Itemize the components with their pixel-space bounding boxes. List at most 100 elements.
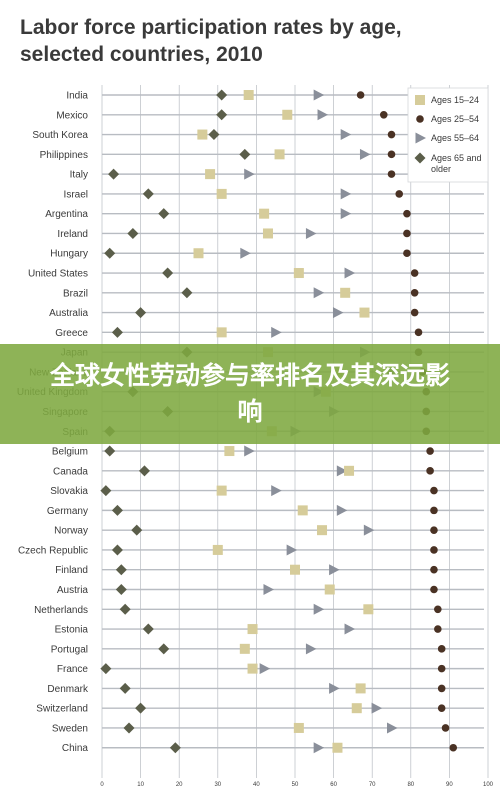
- point-ages-65-and-older-portugal: [158, 643, 170, 655]
- point-ages-55-64-australia: [332, 307, 344, 319]
- point-ages-65-and-older-netherlands: [119, 603, 131, 615]
- legend-label-ages-25-54: Ages 25–54: [431, 114, 479, 124]
- x-tick-label: 0: [100, 782, 104, 788]
- x-tick-label: 50: [292, 782, 299, 788]
- country-label-china: China: [62, 743, 89, 754]
- point-ages-25-54-mexico: [379, 110, 388, 119]
- x-tick-label: 10: [137, 782, 144, 788]
- legend-label-ages-65-and-older: Ages 65 and: [431, 153, 482, 163]
- point-ages-25-54-czech-republic: [430, 546, 438, 554]
- point-ages-15-24-czech-republic: [212, 544, 223, 555]
- point-ages-15-24-slovakia: [216, 485, 227, 496]
- x-tick-label: 40: [253, 782, 260, 788]
- country-label-czech-republic: Czech Republic: [18, 545, 88, 556]
- point-ages-55-64-greece: [271, 326, 282, 338]
- country-label-canada: Canada: [53, 466, 88, 477]
- point-ages-55-64-denmark: [329, 682, 340, 694]
- point-ages-25-54-portugal: [437, 645, 446, 653]
- point-ages-15-24-denmark: [355, 683, 366, 694]
- point-ages-65-and-older-argentina: [158, 208, 170, 220]
- country-label-germany: Germany: [47, 506, 88, 517]
- point-ages-65-and-older-norway: [131, 524, 143, 536]
- point-ages-25-54-philippines: [387, 150, 396, 159]
- point-ages-55-64-hungary: [240, 247, 251, 259]
- point-ages-25-54-israel: [395, 190, 404, 198]
- country-label-austria: Austria: [57, 585, 89, 596]
- country-label-united-states: United States: [28, 269, 88, 280]
- point-ages-25-54-canada: [426, 467, 434, 475]
- point-ages-55-64-israel: [340, 188, 352, 200]
- x-tick-label: 80: [407, 782, 414, 788]
- country-label-argentina: Argentina: [45, 209, 88, 220]
- point-ages-65-and-older-ireland: [127, 227, 139, 239]
- point-ages-55-64-germany: [336, 504, 348, 516]
- point-ages-25-54-south-korea: [387, 130, 396, 139]
- point-ages-25-54-france: [437, 664, 446, 673]
- legend-marker-ages-65-and-older: [414, 152, 426, 164]
- point-ages-15-24-norway: [317, 525, 328, 536]
- point-ages-65-and-older-sweden: [123, 722, 135, 734]
- point-ages-65-and-older-mexico: [216, 109, 228, 121]
- point-ages-55-64-philippines: [359, 148, 371, 160]
- country-label-portugal: Portugal: [51, 644, 88, 655]
- country-label-brazil: Brazil: [63, 288, 88, 299]
- point-ages-25-54-germany: [430, 506, 438, 515]
- country-label-ireland: Ireland: [57, 229, 88, 240]
- point-ages-15-24-greece: [216, 327, 227, 338]
- point-ages-15-24-germany: [297, 505, 308, 516]
- point-ages-65-and-older-finland: [115, 564, 127, 576]
- point-ages-55-64-china: [313, 742, 325, 754]
- point-ages-15-24-brazil: [340, 287, 351, 298]
- point-ages-65-and-older-canada: [138, 465, 150, 477]
- x-tick-label: 30: [214, 782, 221, 788]
- point-ages-25-54-china: [449, 743, 458, 752]
- point-ages-15-24-south-korea: [197, 129, 208, 140]
- point-ages-15-24-ireland: [262, 228, 273, 239]
- point-ages-25-54-austria: [430, 585, 438, 594]
- banner-title: 全球女性劳动参与率排名及其深远影响: [49, 361, 450, 426]
- country-label-philippines: Philippines: [40, 150, 88, 161]
- country-label-finland: Finland: [55, 565, 88, 576]
- point-ages-55-64-czech-republic: [286, 544, 298, 556]
- point-ages-15-24-italy: [205, 169, 216, 180]
- country-label-sweden: Sweden: [52, 723, 88, 734]
- country-label-hungary: Hungary: [50, 249, 88, 260]
- point-ages-55-64-italy: [244, 168, 255, 180]
- point-ages-65-and-older-switzerland: [135, 702, 147, 714]
- point-ages-55-64-ireland: [305, 227, 317, 239]
- point-ages-15-24-china: [332, 742, 343, 753]
- country-label-switzerland: Switzerland: [36, 704, 88, 715]
- point-ages-55-64-brazil: [313, 287, 325, 299]
- point-ages-15-24-india: [243, 90, 254, 100]
- country-label-belgium: Belgium: [52, 447, 88, 458]
- point-ages-55-64-finland: [329, 564, 340, 576]
- point-ages-25-54-hungary: [403, 249, 411, 258]
- point-ages-25-54-finland: [430, 565, 438, 574]
- point-ages-15-24-austria: [324, 584, 335, 595]
- point-ages-15-24-hungary: [193, 248, 204, 259]
- point-ages-15-24-sweden: [293, 722, 304, 733]
- point-ages-55-64-south-korea: [340, 129, 352, 141]
- country-label-norway: Norway: [54, 526, 88, 537]
- point-ages-65-and-older-israel: [142, 188, 154, 200]
- point-ages-65-and-older-china: [169, 742, 181, 754]
- x-tick-label: 70: [369, 782, 376, 788]
- point-ages-65-and-older-slovakia: [100, 485, 112, 497]
- country-label-australia: Australia: [49, 308, 88, 319]
- point-ages-15-24-finland: [290, 564, 300, 575]
- point-ages-65-and-older-germany: [111, 504, 123, 516]
- point-ages-25-54-netherlands: [434, 605, 442, 614]
- point-ages-25-54-sweden: [441, 724, 450, 732]
- point-ages-55-64-estonia: [344, 623, 356, 635]
- legend-label-ages-15-24: Ages 15–24: [431, 95, 479, 105]
- overlay-banner: 全球女性劳动参与率排名及其深远影响: [0, 344, 500, 444]
- point-ages-55-64-india: [313, 89, 325, 101]
- point-ages-25-54-norway: [430, 526, 438, 534]
- point-ages-15-24-argentina: [259, 208, 270, 219]
- point-ages-15-24-canada: [344, 465, 355, 476]
- point-ages-15-24-portugal: [239, 643, 250, 654]
- country-label-india: India: [66, 91, 88, 102]
- legend-marker-ages-15-24: [415, 95, 425, 105]
- point-ages-15-24-switzerland: [351, 703, 362, 714]
- point-ages-65-and-older-italy: [108, 168, 120, 180]
